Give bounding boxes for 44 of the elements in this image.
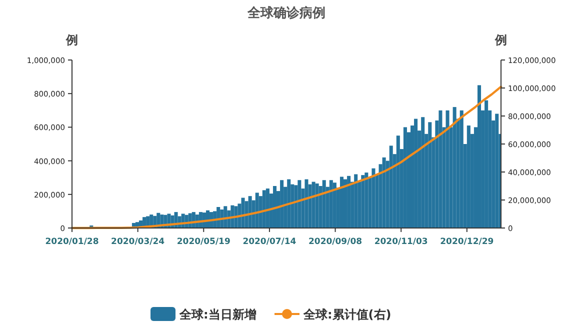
bar <box>255 192 259 228</box>
bar <box>452 107 456 228</box>
x-tick-label: 2020/11/03 <box>374 237 428 247</box>
y2-axis-title: 例 <box>494 33 507 47</box>
x-tick-label: 2020/05/19 <box>176 237 230 247</box>
bar <box>421 117 425 228</box>
bar <box>248 196 252 228</box>
bar <box>495 114 499 228</box>
y-axis-title: 例 <box>65 33 78 47</box>
bar <box>315 183 319 228</box>
x-tick-label: 2020/07/14 <box>242 237 296 247</box>
bar <box>272 186 277 228</box>
bar <box>361 175 365 228</box>
bar <box>280 180 284 228</box>
bar <box>262 190 266 228</box>
bar <box>403 127 407 228</box>
x-tick-label: 2020/03/24 <box>111 237 165 247</box>
bar <box>329 180 333 228</box>
bar <box>340 176 344 228</box>
x-tick-label: 2020/12/29 <box>440 237 494 247</box>
bar <box>364 172 368 228</box>
bar <box>266 188 270 228</box>
legend-label: 全球:累计值(右) <box>302 308 392 322</box>
bar <box>389 146 393 228</box>
bar <box>332 182 336 228</box>
bar <box>322 180 326 228</box>
chart-title: 全球确诊病例 <box>246 5 326 21</box>
bar <box>460 110 464 228</box>
x-tick-label: 2020/09/08 <box>308 237 362 247</box>
bar <box>428 122 432 228</box>
legend-label: 全球:当日新增 <box>178 308 256 322</box>
bar <box>446 110 450 228</box>
bar <box>372 168 376 228</box>
x-tick-label: 2020/01/28 <box>45 237 99 247</box>
bar <box>438 110 442 228</box>
bar <box>396 136 400 228</box>
bar <box>287 179 291 228</box>
bar <box>241 198 245 228</box>
bar <box>304 179 308 228</box>
bar <box>354 174 358 228</box>
bar <box>298 180 302 228</box>
bar <box>382 157 386 228</box>
bar <box>312 182 316 228</box>
bar <box>477 85 482 228</box>
